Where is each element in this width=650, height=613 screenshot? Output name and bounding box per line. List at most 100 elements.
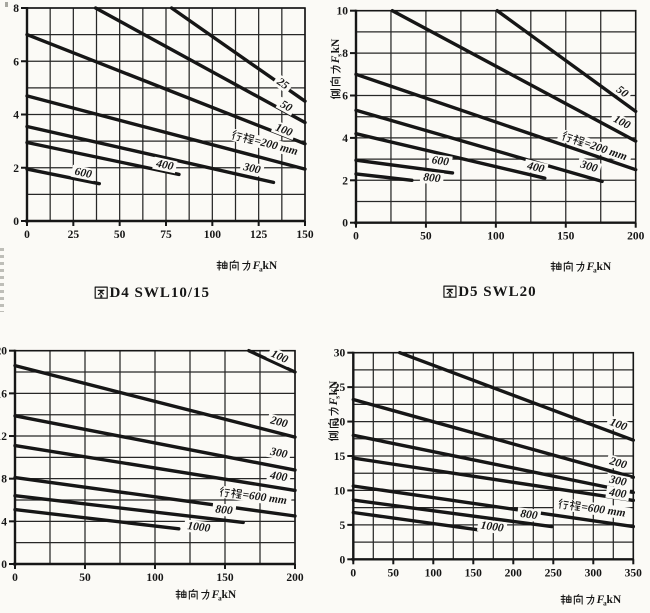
svg-text:20: 20 (334, 417, 346, 429)
series-line-1000 (351, 510, 479, 532)
series-line-600 (25, 167, 101, 186)
svg-text:400: 400 (607, 486, 627, 501)
svg-text:400: 400 (154, 157, 175, 173)
svg-text:1000: 1000 (187, 520, 211, 535)
series-line-50 (93, 6, 307, 125)
svg-text:0: 0 (24, 229, 30, 241)
series-line-300 (354, 108, 604, 184)
series-label-200: 200 (605, 454, 632, 473)
svg-text:150: 150 (216, 572, 234, 584)
series-label-300: 300 (266, 444, 292, 462)
svg-text:25: 25 (274, 75, 291, 92)
series-line-行程=200 mm (25, 94, 307, 171)
svg-text:F: F (330, 55, 342, 64)
svg-text:4: 4 (13, 110, 19, 122)
svg-text:0: 0 (12, 572, 18, 584)
series-line-300 (13, 414, 297, 472)
series-label-800: 800 (516, 507, 542, 523)
svg-text:a: a (259, 265, 263, 273)
y-axis-title: Fs kN (329, 38, 343, 100)
svg-text:2: 2 (13, 163, 19, 175)
svg-text:200: 200 (607, 455, 628, 472)
series-line-50 (495, 9, 638, 114)
svg-text:0: 0 (340, 554, 346, 566)
series-line-100 (247, 349, 297, 374)
svg-text:F: F (596, 594, 605, 606)
svg-text:125: 125 (250, 229, 268, 241)
series-line-800 (13, 494, 245, 525)
svg-text:a: a (593, 266, 597, 274)
svg-text:0: 0 (1, 559, 7, 571)
y-tick-labels: 0 4 8 12 16 20 (0, 346, 7, 571)
chart-figure-bottom-right: 0 50 100 150 200 250 300 3500510152025301002003… (327, 348, 643, 607)
svg-text:300: 300 (241, 161, 262, 177)
series-label-800: 800 (211, 502, 237, 518)
data-series (354, 9, 638, 184)
series-label-行程=600 mm: =600 mm (214, 484, 293, 508)
series-label-400: 400 (605, 485, 631, 502)
svg-text:0: 0 (353, 231, 359, 243)
svg-text:kN: kN (597, 261, 612, 273)
svg-text:300: 300 (607, 473, 628, 488)
svg-text:30: 30 (334, 348, 346, 360)
data-series (25, 6, 307, 186)
svg-text:100: 100 (274, 122, 295, 140)
y-axis-title: Fs kN (327, 380, 341, 442)
series-line-400 (13, 443, 297, 493)
series-label-50: 50 (611, 81, 633, 102)
svg-text:F: F (328, 397, 340, 406)
corner-scan-speck (5, 2, 8, 7)
svg-text:50: 50 (388, 567, 400, 579)
series-line-100 (390, 9, 638, 143)
svg-text:10: 10 (334, 485, 346, 497)
svg-text:kN: kN (607, 594, 622, 606)
x-axis-title: Fa kN (550, 260, 612, 274)
svg-text:s: s (333, 396, 341, 399)
svg-text:350: 350 (625, 567, 643, 579)
svg-text:s: s (335, 54, 343, 57)
svg-text:600: 600 (431, 154, 450, 168)
series-line-600 (354, 158, 455, 175)
svg-text:250: 250 (545, 567, 563, 579)
svg-text:50: 50 (278, 99, 294, 115)
svg-text:20: 20 (0, 346, 7, 358)
svg-text:100: 100 (487, 231, 505, 243)
svg-text:150: 150 (557, 231, 575, 243)
svg-text:800: 800 (520, 508, 539, 522)
svg-text:200: 200 (505, 567, 523, 579)
svg-text:400: 400 (268, 469, 288, 484)
svg-text:15: 15 (334, 451, 346, 463)
series-label-600: 600 (70, 164, 96, 182)
svg-text:50: 50 (114, 229, 126, 241)
series-line-100 (398, 351, 635, 442)
svg-text:F: F (211, 589, 220, 601)
svg-text:100: 100 (425, 567, 443, 579)
data-series (351, 351, 635, 532)
svg-text:800: 800 (423, 171, 442, 185)
series-line-800 (351, 498, 554, 529)
svg-text:kN: kN (222, 589, 237, 601)
svg-text:300: 300 (585, 567, 603, 579)
series-label-400: 400 (152, 156, 178, 174)
svg-text:a: a (218, 594, 222, 602)
series-label-800: 800 (419, 170, 445, 186)
svg-text:200: 200 (627, 231, 645, 243)
svg-text:5: 5 (340, 520, 346, 532)
svg-text:75: 75 (160, 229, 172, 241)
x-axis-title: Fa kN (560, 593, 622, 607)
svg-text:6: 6 (13, 56, 19, 68)
svg-text:=600 mm: =600 mm (580, 501, 626, 519)
series-label-25: 25 (272, 73, 294, 94)
svg-text:4: 4 (342, 133, 348, 145)
figure-caption: D4 SWL10/15 (94, 285, 209, 301)
x-tick-labels: 0 50 100 150 200 (353, 231, 644, 243)
series-line-行程=600 mm (13, 475, 297, 518)
series-label-600: 600 (428, 153, 453, 169)
y-tick-labels: 0 5 10 15 20 25 30 (334, 348, 346, 567)
svg-text:800: 800 (215, 503, 234, 517)
svg-text:150: 150 (296, 229, 314, 241)
figure-caption: D5 SWL20 (443, 284, 536, 300)
tick-marks (347, 351, 635, 565)
